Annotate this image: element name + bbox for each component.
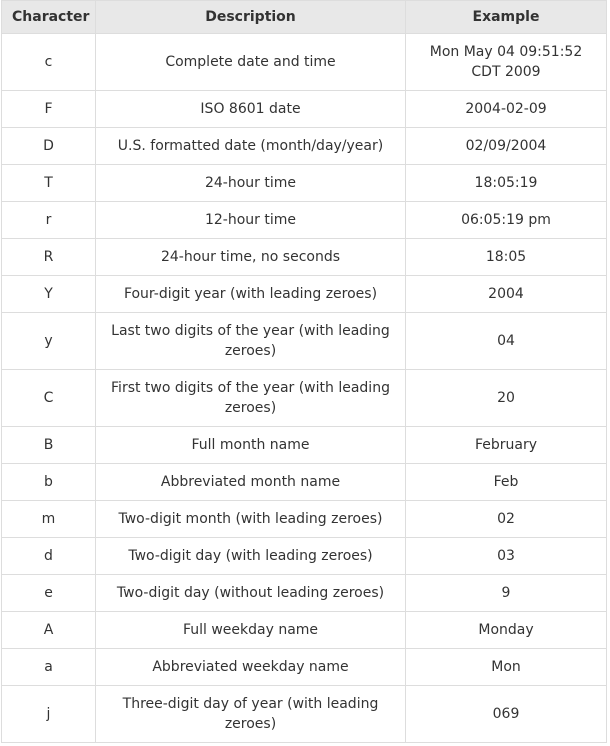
cell-character: D [1,127,96,165]
cell-character: C [1,369,96,427]
header-example: Example [405,0,607,34]
cell-description: Complete date and time [95,33,406,91]
cell-character: B [1,426,96,464]
cell-description: Full month name [95,426,406,464]
cell-example: 06:05:19 pm [405,201,607,239]
cell-description: Two-digit month (with leading zeroes) [95,500,406,538]
cell-example: February [405,426,607,464]
table-row: C First two digits of the year (with lead… [1,369,607,427]
cell-example: 2004-02-09 [405,90,607,128]
table-row: e Two-digit day (without leading zeroes) 9 [1,574,607,612]
cell-description: 24-hour time, no seconds [95,238,406,276]
cell-description: Three-digit day of year (with leading ze… [95,685,406,743]
cell-description: Two-digit day (without leading zeroes) [95,574,406,612]
table-row: r 12-hour time 06:05:19 pm [1,201,607,239]
table-row: F ISO 8601 date 2004-02-09 [1,90,607,128]
cell-description: Abbreviated weekday name [95,648,406,686]
table-row: R 24-hour time, no seconds 18:05 [1,238,607,276]
cell-description: First two digits of the year (with leadi… [95,369,406,427]
cell-example: Mon [405,648,607,686]
cell-example: 9 [405,574,607,612]
header-description: Description [95,0,406,34]
cell-description: Four-digit year (with leading zeroes) [95,275,406,313]
cell-character: d [1,537,96,575]
table-row: A Full weekday name Monday [1,611,607,649]
table-header-row: Character Description Example [1,0,607,34]
cell-character: j [1,685,96,743]
cell-character: a [1,648,96,686]
table-row: a Abbreviated weekday name Mon [1,648,607,686]
cell-character: T [1,164,96,202]
table-body: c Complete date and time Mon May 04 09:51:… [1,33,607,743]
cell-description: 12-hour time [95,201,406,239]
cell-description: U.S. formatted date (month/day/year) [95,127,406,165]
cell-example: 18:05 [405,238,607,276]
cell-example: 18:05:19 [405,164,607,202]
table-row: y Last two digits of the year (with leadi… [1,312,607,370]
cell-example: 02/09/2004 [405,127,607,165]
cell-description: Full weekday name [95,611,406,649]
cell-example: 20 [405,369,607,427]
cell-example: Monday [405,611,607,649]
table-row: Y Four-digit year (with leading zeroes) 20… [1,275,607,313]
table-row: T 24-hour time 18:05:19 [1,164,607,202]
cell-description: 24-hour time [95,164,406,202]
cell-character: e [1,574,96,612]
table-row: j Three-digit day of year (with leading z… [1,685,607,743]
cell-character: m [1,500,96,538]
header-character: Character [1,0,96,34]
cell-character: R [1,238,96,276]
table-row: D U.S. formatted date (month/day/year) 02/… [1,127,607,165]
table-row: c Complete date and time Mon May 04 09:51:… [1,33,607,91]
table-row: B Full month name February [1,426,607,464]
cell-example: 03 [405,537,607,575]
cell-example: Feb [405,463,607,501]
cell-character: c [1,33,96,91]
cell-example: 069 [405,685,607,743]
cell-example: 04 [405,312,607,370]
cell-example: 2004 [405,275,607,313]
cell-description: Last two digits of the year (with leadin… [95,312,406,370]
cell-character: F [1,90,96,128]
cell-character: A [1,611,96,649]
table-row: b Abbreviated month name Feb [1,463,607,501]
table-row: m Two-digit month (with leading zeroes) 02 [1,500,607,538]
cell-example: 02 [405,500,607,538]
cell-example: Mon May 04 09:51:52 CDT 2009 [405,33,607,91]
cell-character: Y [1,275,96,313]
cell-character: r [1,201,96,239]
cell-character: y [1,312,96,370]
table-row: d Two-digit day (with leading zeroes) 03 [1,537,607,575]
cell-description: Two-digit day (with leading zeroes) [95,537,406,575]
cell-description: ISO 8601 date [95,90,406,128]
cell-character: b [1,463,96,501]
cell-description: Abbreviated month name [95,463,406,501]
